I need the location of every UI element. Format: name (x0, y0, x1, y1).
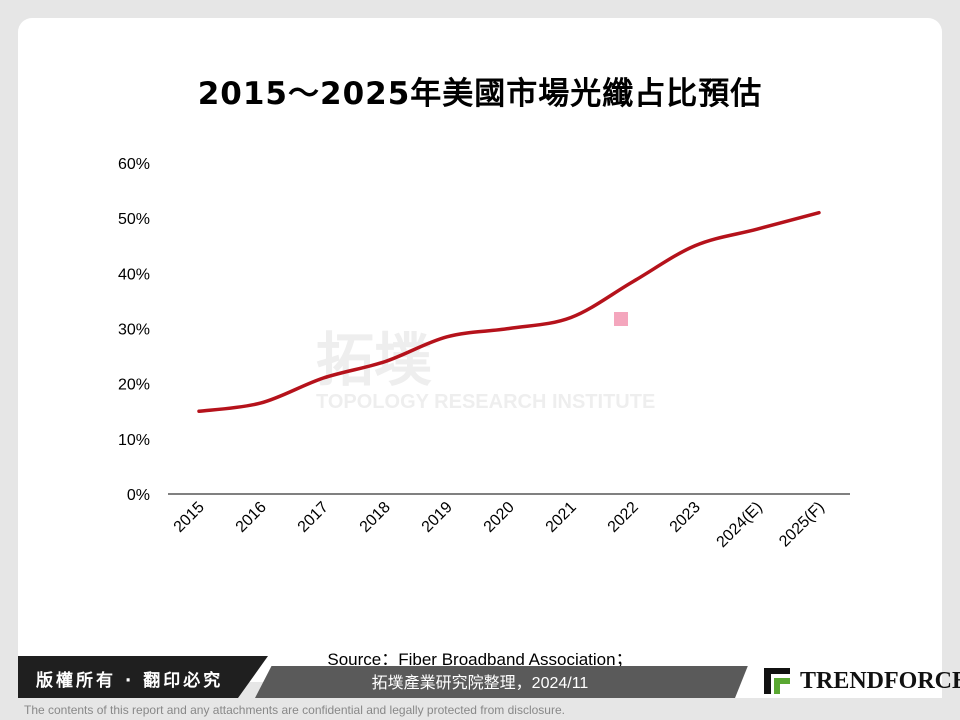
x-tick-label: 2018 (357, 499, 394, 536)
y-tick-label: 0% (127, 487, 150, 504)
disclaimer: The contents of this report and any atta… (24, 703, 565, 717)
x-tick-label: 2015 (171, 499, 208, 536)
x-tick-label: 2021 (543, 499, 580, 536)
copyright-notice: 版權所有 · 翻印必究 (36, 671, 224, 691)
y-tick-label: 10% (118, 432, 150, 449)
trendforce-logo-text: TRENDFORCE (800, 668, 960, 694)
x-tick-label: 2024(E) (714, 499, 766, 551)
series-line (197, 210, 821, 413)
trendforce-logo-icon (764, 668, 790, 694)
y-tick-label: 20% (118, 377, 150, 394)
source-line-1: Source：Fiber Broadband Association； (327, 650, 633, 669)
x-tick-label: 2020 (481, 499, 518, 536)
footer-gray-bar (255, 666, 805, 698)
chart-card: 2015～2025年美國市場光纖占比預估 (18, 18, 942, 682)
watermark-name: 拓墣 (316, 326, 432, 394)
y-tick-label: 60% (118, 156, 150, 173)
watermark-subtitle: TOPOLOGY RESEARCH INSTITUTE (316, 391, 655, 413)
source-line-2: 拓墣產業研究院整理，2024/11 (371, 675, 589, 692)
line-chart: 拓墣 TOPOLOGY RESEARCH INSTITUTE 0% 10% 20% 3… (118, 156, 850, 551)
y-tick-label: 40% (118, 266, 150, 283)
x-tick-label: 2017 (295, 499, 332, 536)
x-tick-label: 2016 (233, 499, 270, 536)
x-axis-ticks: 2015 2016 2017 2018 2019 2020 2021 2022 2023 2024… (171, 499, 828, 551)
y-tick-label: 30% (118, 322, 150, 339)
accent-marker (614, 312, 628, 326)
watermark: 拓墣 TOPOLOGY RESEARCH INSTITUTE (316, 326, 655, 413)
x-tick-label: 2025(F) (776, 499, 828, 551)
x-tick-label: 2022 (605, 499, 642, 536)
y-tick-label: 50% (118, 211, 150, 228)
x-tick-label: 2019 (419, 499, 456, 536)
series-group (197, 210, 821, 413)
footer-dark-bar (18, 656, 268, 698)
chart-title: 2015～2025年美國市場光纖占比預估 (197, 76, 763, 112)
x-tick-label: 2023 (667, 499, 704, 536)
y-axis-ticks: 0% 10% 20% 30% 40% 50% 60% (118, 156, 150, 504)
